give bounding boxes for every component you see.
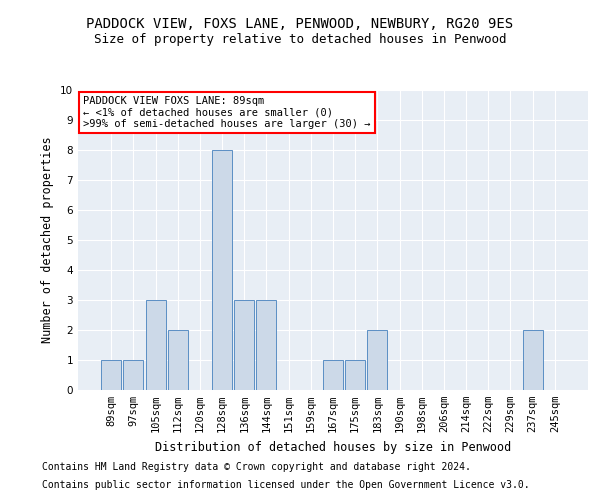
Text: Contains public sector information licensed under the Open Government Licence v3: Contains public sector information licen…: [42, 480, 530, 490]
Text: PADDOCK VIEW FOXS LANE: 89sqm
← <1% of detached houses are smaller (0)
>99% of s: PADDOCK VIEW FOXS LANE: 89sqm ← <1% of d…: [83, 96, 371, 129]
Y-axis label: Number of detached properties: Number of detached properties: [41, 136, 55, 344]
Bar: [212, 150, 232, 390]
Bar: [234, 300, 254, 390]
Bar: [124, 360, 143, 390]
X-axis label: Distribution of detached houses by size in Penwood: Distribution of detached houses by size …: [155, 440, 511, 454]
Bar: [256, 300, 277, 390]
Text: Size of property relative to detached houses in Penwood: Size of property relative to detached ho…: [94, 32, 506, 46]
Text: Contains HM Land Registry data © Crown copyright and database right 2024.: Contains HM Land Registry data © Crown c…: [42, 462, 471, 472]
Bar: [523, 330, 542, 390]
Bar: [323, 360, 343, 390]
Bar: [345, 360, 365, 390]
Bar: [101, 360, 121, 390]
Bar: [168, 330, 188, 390]
Bar: [367, 330, 388, 390]
Text: PADDOCK VIEW, FOXS LANE, PENWOOD, NEWBURY, RG20 9ES: PADDOCK VIEW, FOXS LANE, PENWOOD, NEWBUR…: [86, 18, 514, 32]
Bar: [146, 300, 166, 390]
